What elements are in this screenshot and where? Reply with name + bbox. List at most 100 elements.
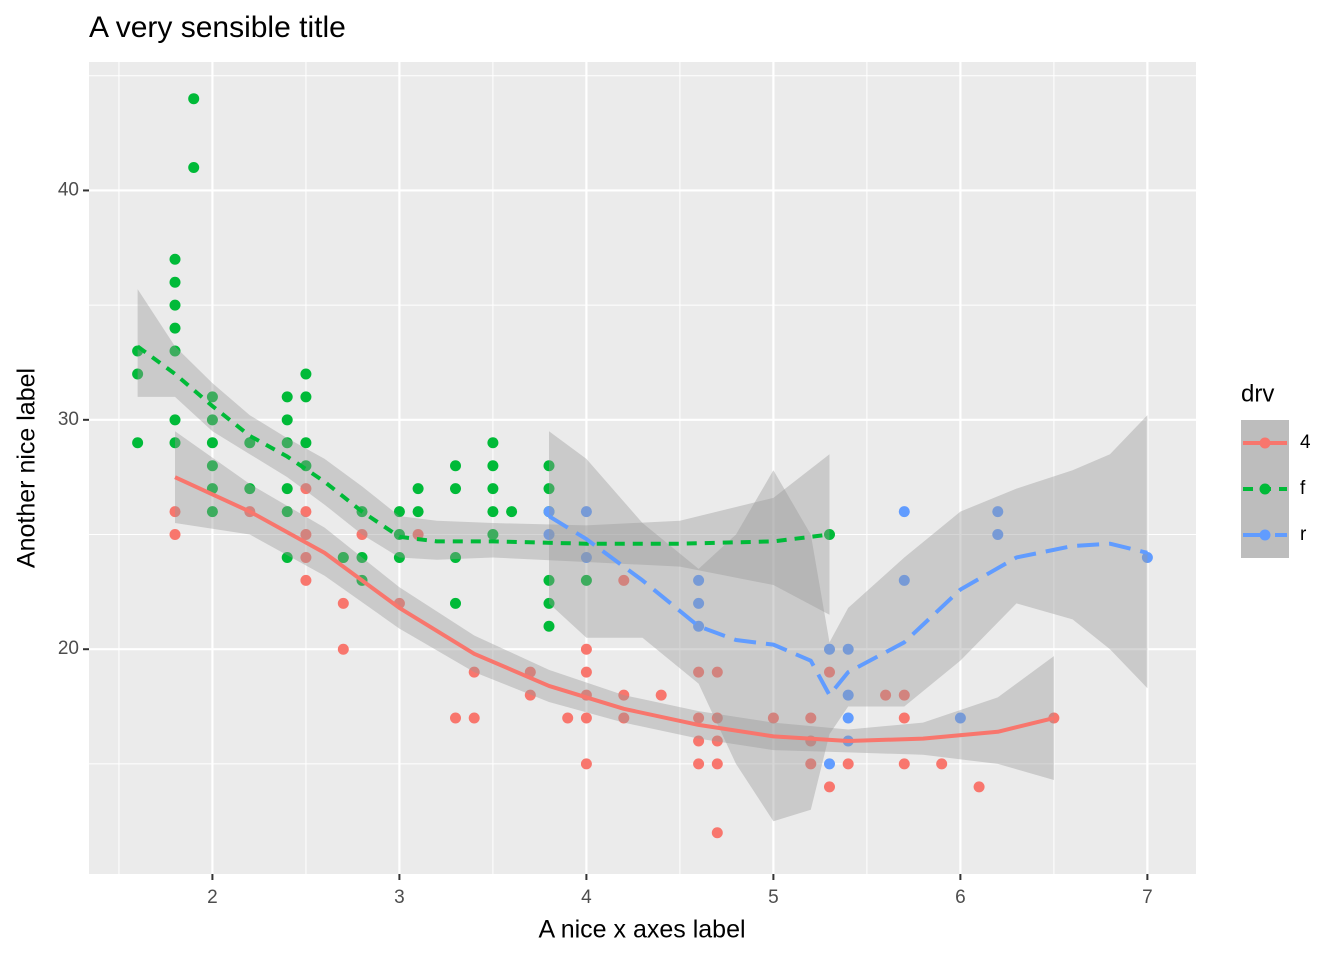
- point: [300, 437, 312, 449]
- point: [450, 551, 462, 563]
- point: [393, 551, 405, 563]
- x-tick-label: 2: [207, 887, 218, 908]
- point: [543, 574, 555, 586]
- point: [898, 712, 910, 724]
- point: [356, 551, 368, 563]
- point: [823, 781, 835, 793]
- point: [188, 93, 200, 105]
- point: [693, 712, 705, 724]
- point: [898, 574, 910, 586]
- point: [281, 483, 293, 495]
- point: [580, 643, 592, 655]
- y-tick-label: 20: [58, 638, 79, 659]
- smooth-line: [174, 475, 1055, 743]
- y-axis-label: Another nice label: [13, 368, 41, 568]
- point: [300, 529, 312, 541]
- point: [711, 712, 723, 724]
- point: [823, 529, 835, 541]
- point: [805, 758, 817, 770]
- point: [132, 368, 144, 380]
- point: [580, 506, 592, 518]
- point: [543, 483, 555, 495]
- point: [618, 712, 630, 724]
- point: [468, 712, 480, 724]
- y-tick-label: 30: [58, 409, 79, 430]
- point: [206, 460, 218, 472]
- legend-label: f: [1300, 478, 1306, 499]
- point: [992, 506, 1004, 518]
- point: [281, 391, 293, 403]
- point: [169, 345, 181, 357]
- point: [543, 597, 555, 609]
- point: [618, 574, 630, 586]
- point: [842, 689, 854, 701]
- point: [281, 414, 293, 426]
- point: [300, 391, 312, 403]
- point: [543, 620, 555, 632]
- point: [450, 460, 462, 472]
- chart-title: A very sensible title: [89, 11, 346, 44]
- point: [898, 758, 910, 770]
- point: [973, 781, 985, 793]
- x-tick-label: 3: [394, 887, 405, 908]
- point: [169, 299, 181, 311]
- point: [992, 529, 1004, 541]
- point: [580, 574, 592, 586]
- point: [580, 758, 592, 770]
- point: [506, 506, 518, 518]
- point: [543, 506, 555, 518]
- confidence-band: [549, 415, 1148, 822]
- point: [487, 460, 499, 472]
- x-tick-label: 4: [581, 887, 592, 908]
- point: [543, 529, 555, 541]
- point: [618, 689, 630, 701]
- point: [300, 551, 312, 563]
- point: [281, 437, 293, 449]
- point: [693, 597, 705, 609]
- point: [412, 506, 424, 518]
- point: [206, 414, 218, 426]
- point: [487, 437, 499, 449]
- point: [693, 574, 705, 586]
- panel: [89, 62, 1196, 874]
- legend-label: 4: [1300, 432, 1311, 453]
- point: [580, 666, 592, 678]
- point: [711, 827, 723, 839]
- point: [693, 758, 705, 770]
- point: [281, 506, 293, 518]
- point: [655, 689, 667, 701]
- point: [693, 735, 705, 747]
- point: [580, 712, 592, 724]
- legend-title: drv: [1241, 380, 1274, 407]
- point: [543, 460, 555, 472]
- point: [711, 758, 723, 770]
- point: [936, 758, 948, 770]
- point: [823, 643, 835, 655]
- confidence-band: [175, 431, 1054, 780]
- point: [412, 529, 424, 541]
- point: [767, 712, 779, 724]
- point: [1141, 551, 1153, 563]
- point: [337, 597, 349, 609]
- point: [206, 437, 218, 449]
- point: [244, 483, 256, 495]
- point: [206, 506, 218, 518]
- smooth-line: [547, 514, 1148, 698]
- point: [300, 483, 312, 495]
- point: [823, 758, 835, 770]
- point: [393, 506, 405, 518]
- point: [524, 689, 536, 701]
- point: [169, 529, 181, 541]
- point: [244, 437, 256, 449]
- point: [711, 735, 723, 747]
- point: [711, 666, 723, 678]
- point: [132, 437, 144, 449]
- legend-key-point: [1259, 437, 1271, 449]
- point: [169, 276, 181, 288]
- x-tick-label: 7: [1142, 887, 1153, 908]
- y-tick-label: 40: [58, 179, 79, 200]
- point: [693, 666, 705, 678]
- point: [450, 712, 462, 724]
- point: [300, 574, 312, 586]
